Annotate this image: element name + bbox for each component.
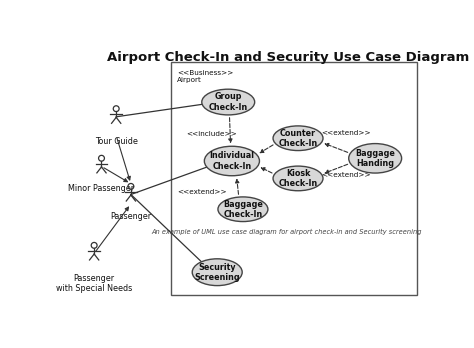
Text: Individual
Check-In: Individual Check-In	[210, 151, 255, 171]
Text: Security
Screening: Security Screening	[194, 262, 240, 282]
Ellipse shape	[204, 146, 259, 176]
Ellipse shape	[202, 89, 255, 115]
Text: Counter
Check-In: Counter Check-In	[278, 128, 318, 148]
Text: Passenger: Passenger	[110, 212, 152, 221]
Text: <<include>>: <<include>>	[186, 131, 237, 137]
Text: An example of UML use case diagram for airport check-in and Security screening: An example of UML use case diagram for a…	[152, 229, 422, 235]
Text: Passenger
with Special Needs: Passenger with Special Needs	[56, 274, 132, 293]
Text: Airport Check-In and Security Use Case Diagram: Airport Check-In and Security Use Case D…	[107, 51, 469, 64]
Ellipse shape	[273, 126, 323, 151]
Text: Kiosk
Check-In: Kiosk Check-In	[278, 169, 318, 188]
Ellipse shape	[349, 144, 401, 173]
Text: Baggage
Handing: Baggage Handing	[355, 149, 395, 168]
Text: Minor Passenger: Minor Passenger	[68, 184, 135, 193]
Text: <<extend>>: <<extend>>	[321, 130, 371, 136]
Bar	[171, 62, 417, 295]
Text: <<extend>>: <<extend>>	[321, 172, 371, 178]
Text: Tour Guide: Tour Guide	[95, 137, 137, 146]
Ellipse shape	[192, 259, 242, 286]
Text: <<Business>>
Airport: <<Business>> Airport	[177, 70, 233, 83]
Ellipse shape	[273, 166, 323, 191]
Text: <<extend>>: <<extend>>	[178, 189, 228, 195]
Ellipse shape	[218, 197, 268, 222]
Text: Baggage
Check-In: Baggage Check-In	[223, 199, 263, 219]
Text: Group
Check-In: Group Check-In	[209, 92, 248, 112]
